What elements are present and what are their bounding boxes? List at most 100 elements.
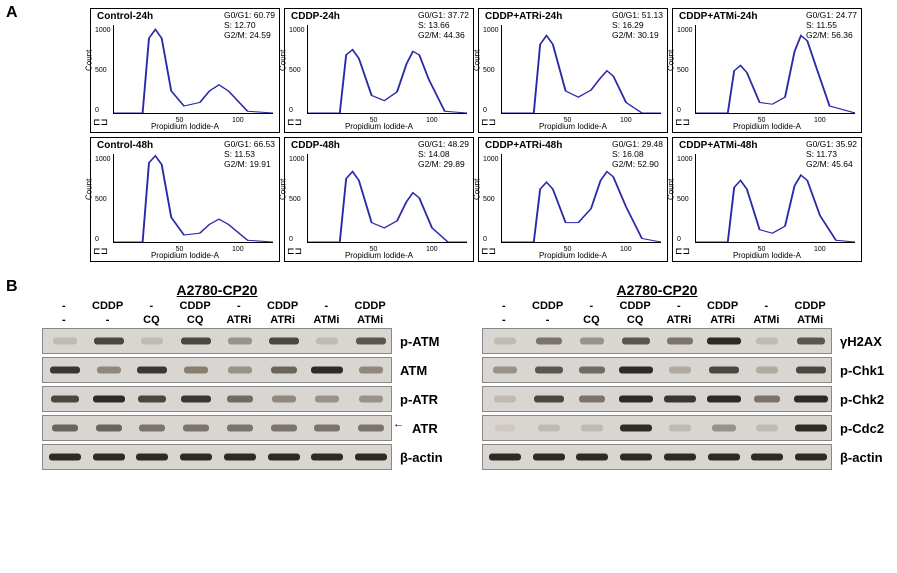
atr-arrow-icon: ← <box>393 418 404 430</box>
band <box>184 367 208 374</box>
ytick-500: 500 <box>289 67 301 74</box>
lane-header: CQ <box>130 314 174 326</box>
lane-header: ATRi <box>261 314 305 326</box>
band <box>141 338 163 345</box>
ytick-1000: 1000 <box>95 27 111 34</box>
lane-header: ATRi <box>217 314 261 326</box>
blot-label: p-Chk1 <box>840 363 884 378</box>
band <box>622 338 650 345</box>
blot-strip <box>42 357 392 383</box>
band <box>754 396 780 403</box>
lane-header: - <box>482 300 526 312</box>
band <box>268 454 300 461</box>
band <box>619 367 653 374</box>
flow-title: Control-24h <box>97 11 153 22</box>
flow-title: CDDP+ATMi-48h <box>679 140 757 151</box>
blot-row: p-Chk1 <box>482 357 897 383</box>
lane-header: ATRi <box>701 314 745 326</box>
blot-strip <box>42 444 392 470</box>
ytick-500: 500 <box>95 67 107 74</box>
ytick-500: 500 <box>95 196 107 203</box>
ytick-1000: 1000 <box>677 27 693 34</box>
band <box>50 367 80 374</box>
lane-header: ATMi <box>305 314 349 326</box>
band <box>489 454 521 461</box>
lane-header: ATRi <box>657 314 701 326</box>
lane-header: CQ <box>613 314 657 326</box>
band <box>96 425 122 432</box>
band <box>576 454 608 461</box>
lane-header: - <box>526 314 570 326</box>
x-axis-label: Propidium Iodide-A <box>91 251 279 260</box>
lane-header: CDDP <box>613 300 657 312</box>
lane-header: CDDP <box>788 300 832 312</box>
y-axis-label: Count <box>667 49 676 70</box>
blot-label: p-ATR <box>400 392 438 407</box>
band <box>224 454 256 461</box>
band <box>358 425 384 432</box>
cell-line-title: A2780-CP20 <box>482 282 832 298</box>
flow-cell-0: Control-24h G0/G1: 60.79S: 12.70G2/M: 24… <box>90 8 280 133</box>
ytick-0: 0 <box>677 107 681 114</box>
lane-header: - <box>42 300 86 312</box>
flow-title: CDDP-24h <box>291 11 340 22</box>
gate-bracket: ⊏⊐ <box>481 246 496 257</box>
band <box>138 396 166 403</box>
ytick-0: 0 <box>289 236 293 243</box>
blot-row: p-ATM <box>42 328 472 354</box>
flow-title: CDDP-48h <box>291 140 340 151</box>
western-blot-left: A2780-CP20-CDDP-CDDP-CDDP-CDDP--CQCQATRi… <box>42 282 472 473</box>
blot-row: β-actin <box>42 444 472 470</box>
flow-axes <box>113 25 273 114</box>
band <box>620 425 652 432</box>
ytick-0: 0 <box>677 236 681 243</box>
band <box>751 454 783 461</box>
flow-cell-1: CDDP-24h G0/G1: 37.72S: 13.66G2/M: 44.36… <box>284 8 474 133</box>
band <box>495 425 515 432</box>
lane-header: CDDP <box>173 300 217 312</box>
panel-a-label: A <box>6 4 18 22</box>
band <box>493 367 517 374</box>
lane-header: - <box>570 300 614 312</box>
ytick-1000: 1000 <box>289 156 305 163</box>
ytick-1000: 1000 <box>289 27 305 34</box>
lane-header: - <box>217 300 261 312</box>
lane-header: ATMi <box>348 314 392 326</box>
flow-title: CDDP+ATRi-24h <box>485 11 562 22</box>
ytick-500: 500 <box>677 67 689 74</box>
flow-axes <box>695 25 855 114</box>
ytick-0: 0 <box>95 236 99 243</box>
band <box>579 396 605 403</box>
band <box>535 367 563 374</box>
y-axis-label: Count <box>473 178 482 199</box>
western-blot-right: A2780-CP20-CDDP-CDDP-CDDP-CDDP--CQCQATRi… <box>482 282 897 473</box>
band <box>227 396 253 403</box>
band <box>664 454 696 461</box>
blot-label: p-ATM <box>400 334 439 349</box>
lane-header-row: --CQCQATRiATRiATMiATMi <box>482 314 832 326</box>
x-axis-label: Propidium Iodide-A <box>285 251 473 260</box>
flow-title: Control-48h <box>97 140 153 151</box>
ytick-500: 500 <box>677 196 689 203</box>
x-axis-label: Propidium Iodide-A <box>479 251 667 260</box>
band <box>709 367 739 374</box>
band <box>795 454 827 461</box>
ytick-1000: 1000 <box>95 156 111 163</box>
band <box>53 338 77 345</box>
lane-header: CDDP <box>701 300 745 312</box>
flow-axes <box>307 25 467 114</box>
band <box>94 338 124 345</box>
blot-strip <box>42 415 392 441</box>
band <box>796 367 826 374</box>
ytick-1000: 1000 <box>677 156 693 163</box>
ytick-0: 0 <box>289 107 293 114</box>
flow-cell-5: CDDP-48h G0/G1: 48.29S: 14.08G2/M: 29.89… <box>284 137 474 262</box>
band <box>664 396 696 403</box>
band <box>136 454 168 461</box>
band <box>669 425 691 432</box>
blot-label: p-Cdc2 <box>840 421 884 436</box>
lane-header: ATMi <box>788 314 832 326</box>
gate-bracket: ⊏⊐ <box>93 246 108 257</box>
lane-header: CQ <box>570 314 614 326</box>
band <box>228 367 252 374</box>
